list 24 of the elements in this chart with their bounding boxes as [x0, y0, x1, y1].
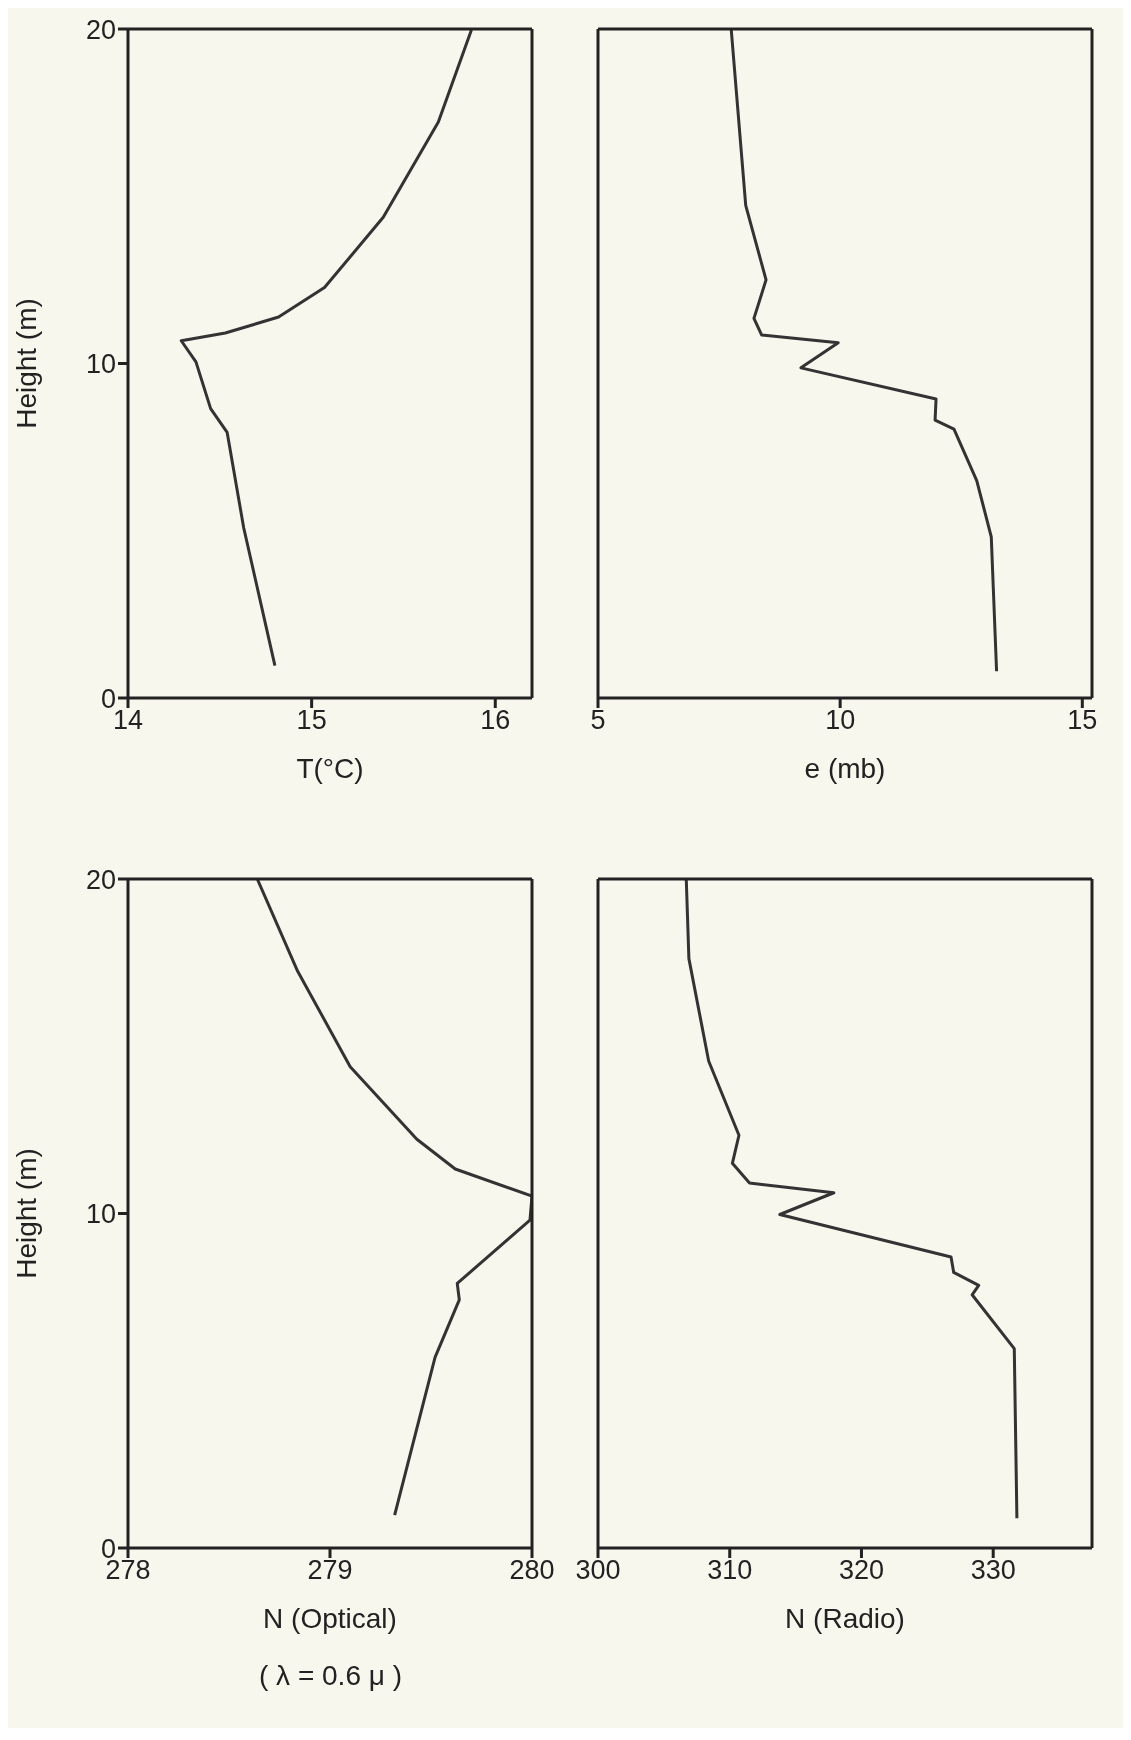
x-tick-label: 300 [575, 1555, 621, 1586]
x-tick-label: 15 [1067, 705, 1098, 736]
x-tick-label: 310 [707, 1555, 753, 1586]
y-tick-label: 10 [85, 349, 116, 380]
x-axis-title: T(°C) [296, 753, 364, 784]
y-tick-label: 10 [85, 1199, 116, 1230]
line-series [255, 879, 532, 1517]
x-tick-label: 280 [509, 1555, 555, 1586]
y-tick-label: 20 [85, 14, 116, 45]
text: ( λ = 0.6 μ ) [258, 1660, 403, 1692]
y-axis-title: Height (m) [10, 298, 42, 429]
x-axis-title: N (Optical) [263, 1603, 397, 1634]
x-tick-label: 10 [825, 705, 856, 736]
x-tick-label: 16 [480, 705, 511, 736]
x-tick-label: 330 [970, 1555, 1016, 1586]
x-tick-label: 320 [838, 1555, 884, 1586]
line-series [179, 29, 473, 668]
x-tick-label: 5 [590, 705, 606, 736]
x-axis-title: N (Radio) [785, 1603, 905, 1634]
x-tick-label: 279 [307, 1555, 353, 1586]
y-axis-title: Height (m) [10, 1148, 42, 1279]
x-axis-title: e (mb) [804, 753, 886, 784]
y-tick-label: 20 [85, 864, 116, 895]
x-tick-label: 15 [296, 705, 327, 736]
